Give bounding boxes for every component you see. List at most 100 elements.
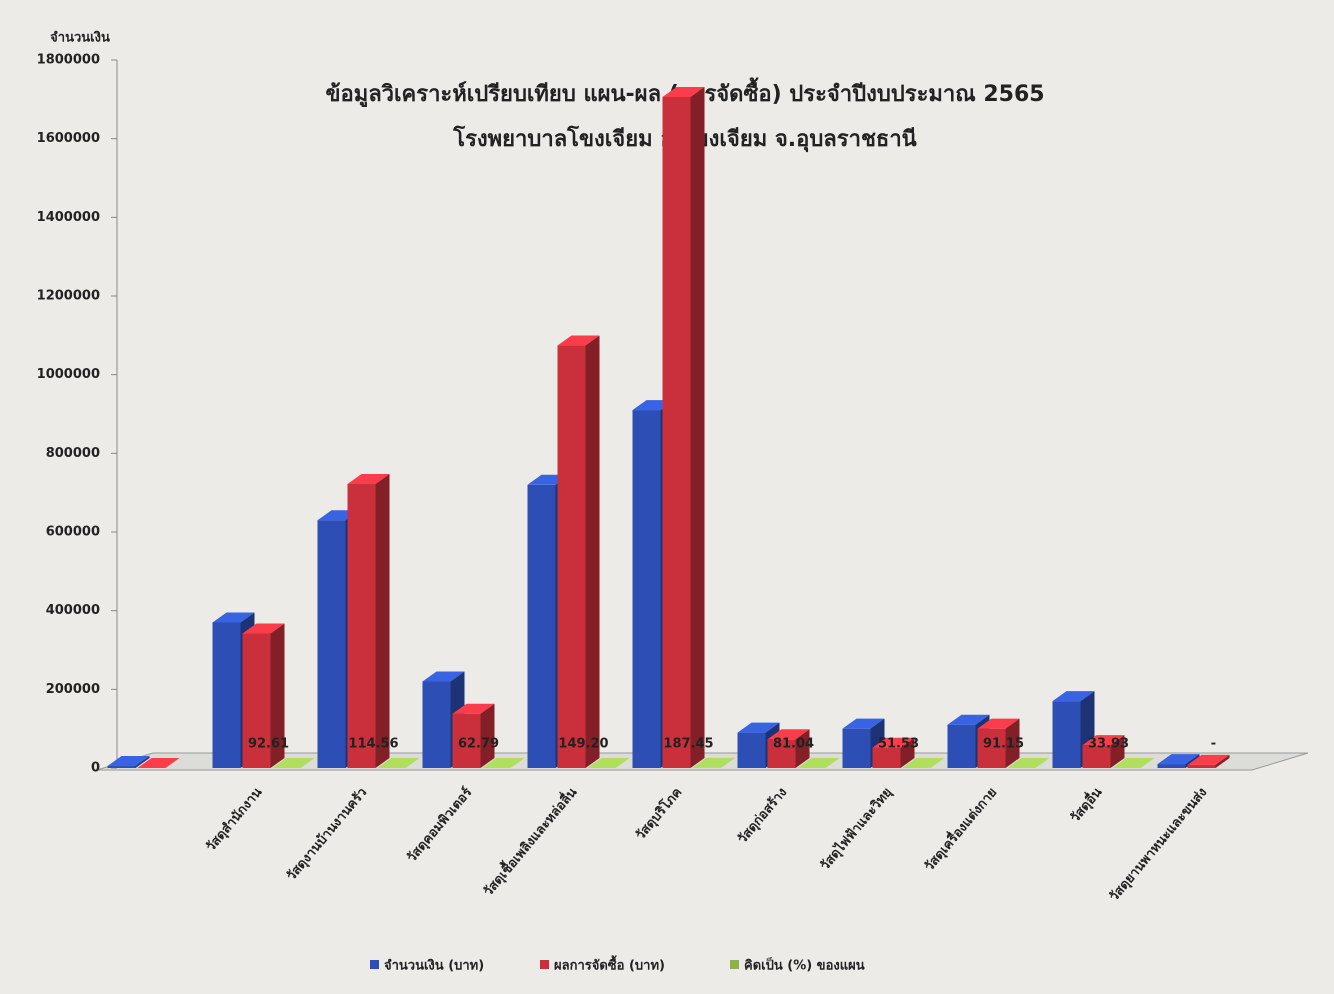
- bar-side: [825, 757, 840, 768]
- x-tick-label: วัสดุก่อสร้าง: [734, 785, 790, 847]
- bar-front: [212, 622, 241, 768]
- bar-front: [872, 747, 901, 768]
- data-label: 187.45: [663, 737, 713, 752]
- bar: [587, 757, 630, 768]
- bar-side: [480, 703, 495, 768]
- legend-label: คิดเป็น (%) ของแผน: [744, 956, 865, 974]
- bar: [482, 757, 525, 768]
- y-tick-label: 0: [91, 761, 100, 776]
- bar-side: [930, 757, 945, 768]
- legend-label: ผลการจัดซื้อ (บาท): [554, 955, 665, 974]
- data-label: 81.04: [773, 737, 814, 752]
- bar-side: [135, 756, 150, 768]
- bar: [662, 86, 705, 769]
- bar-side: [1035, 757, 1050, 768]
- bar-side: [720, 757, 735, 768]
- bar: [347, 474, 390, 768]
- y-tick-label: 800000: [46, 446, 100, 461]
- bar-side: [405, 757, 420, 768]
- data-label: 51.53: [878, 737, 919, 752]
- y-tick-label: 1200000: [37, 289, 100, 304]
- bar-front: [1187, 764, 1216, 768]
- bar: [1187, 754, 1230, 768]
- x-tick-label: วัสดุเชื้อเพลิงและหล่อลื่น: [478, 783, 580, 900]
- bar-front: [662, 96, 691, 769]
- x-tick-label: วัสดุไฟฟ้าและวิทยุ: [816, 784, 895, 874]
- bar: [767, 729, 810, 768]
- bar-side: [1005, 718, 1020, 768]
- bar-front: [107, 766, 136, 768]
- bar-side: [795, 729, 810, 768]
- bar-side: [1215, 754, 1230, 768]
- bar-side: [375, 474, 390, 768]
- bar-front: [557, 345, 586, 768]
- bar: [902, 757, 945, 768]
- bar-front: [1052, 701, 1081, 768]
- x-tick-label: วัสดุยานพาหนะและขนส่ง: [1107, 785, 1211, 904]
- y-tick-label: 600000: [46, 525, 100, 540]
- bar-front: [1157, 764, 1186, 768]
- bar-front: [527, 484, 556, 768]
- bar-front: [767, 739, 796, 768]
- bar-front: [632, 410, 661, 768]
- bar-side: [690, 86, 705, 769]
- bar-side: [1140, 757, 1155, 768]
- data-label: 91.15: [983, 737, 1024, 752]
- bar: [557, 335, 600, 768]
- y-axis-label: จำนวนเงิน: [50, 30, 110, 46]
- y-tick-label: 1400000: [37, 210, 100, 225]
- bar-side: [900, 737, 915, 768]
- data-label: 149.20: [558, 737, 608, 752]
- legend-swatch: [540, 960, 549, 969]
- data-label: 62.79: [458, 737, 499, 752]
- data-label: 33.93: [1088, 737, 1129, 752]
- bar: [842, 718, 885, 768]
- bar-side: [585, 335, 600, 768]
- bar-front: [977, 728, 1006, 768]
- x-tick-label: วัสดุอื่น: [1066, 783, 1106, 826]
- bar-front: [842, 728, 871, 768]
- bar-front: [452, 713, 481, 768]
- y-tick-label: 1800000: [37, 53, 100, 68]
- legend-swatch: [730, 960, 739, 969]
- y-tick-label: 200000: [46, 682, 100, 697]
- legend-swatch: [370, 960, 379, 969]
- bar-front: [317, 520, 346, 768]
- bar: [107, 756, 150, 768]
- bar-front: [1082, 745, 1111, 768]
- x-tick-label: วัสดุคอมพิวเตอร์: [404, 785, 476, 866]
- bar: [1112, 757, 1155, 768]
- data-label: -: [1211, 737, 1216, 752]
- x-tick-label: วัสดุงานบ้านงานครัว: [283, 785, 370, 884]
- legend-label: จำนวนเงิน (บาท): [384, 958, 484, 974]
- bar: [692, 757, 735, 768]
- bar-top: [137, 758, 180, 768]
- x-tick-label: วัสดุสำนักงาน: [203, 784, 266, 854]
- bar: [1007, 757, 1050, 768]
- bar-side: [615, 757, 630, 768]
- x-tick-label: วัสดุเครื่องแต่งกาย: [920, 783, 1001, 874]
- bar-side: [270, 623, 285, 768]
- bar-front: [737, 732, 766, 768]
- bar: [377, 757, 420, 768]
- bar: [872, 737, 915, 768]
- bar-front: [242, 633, 271, 768]
- bar-side: [1110, 735, 1125, 768]
- bar-front: [347, 484, 376, 768]
- bar-front: [947, 724, 976, 768]
- bar: [797, 757, 840, 768]
- data-label: 114.56: [348, 737, 398, 752]
- bar: [977, 718, 1020, 768]
- data-label: 92.61: [248, 737, 289, 752]
- bar-side: [510, 757, 525, 768]
- bar-side: [300, 757, 315, 768]
- bar: [452, 703, 495, 768]
- bar: [242, 623, 285, 768]
- x-tick-label: วัสดุบริโภค: [632, 784, 686, 843]
- bar-front: [422, 681, 451, 768]
- bar: [272, 757, 315, 768]
- y-tick-label: 1000000: [37, 367, 100, 382]
- y-tick-label: 1600000: [37, 131, 100, 146]
- bar: [137, 758, 180, 768]
